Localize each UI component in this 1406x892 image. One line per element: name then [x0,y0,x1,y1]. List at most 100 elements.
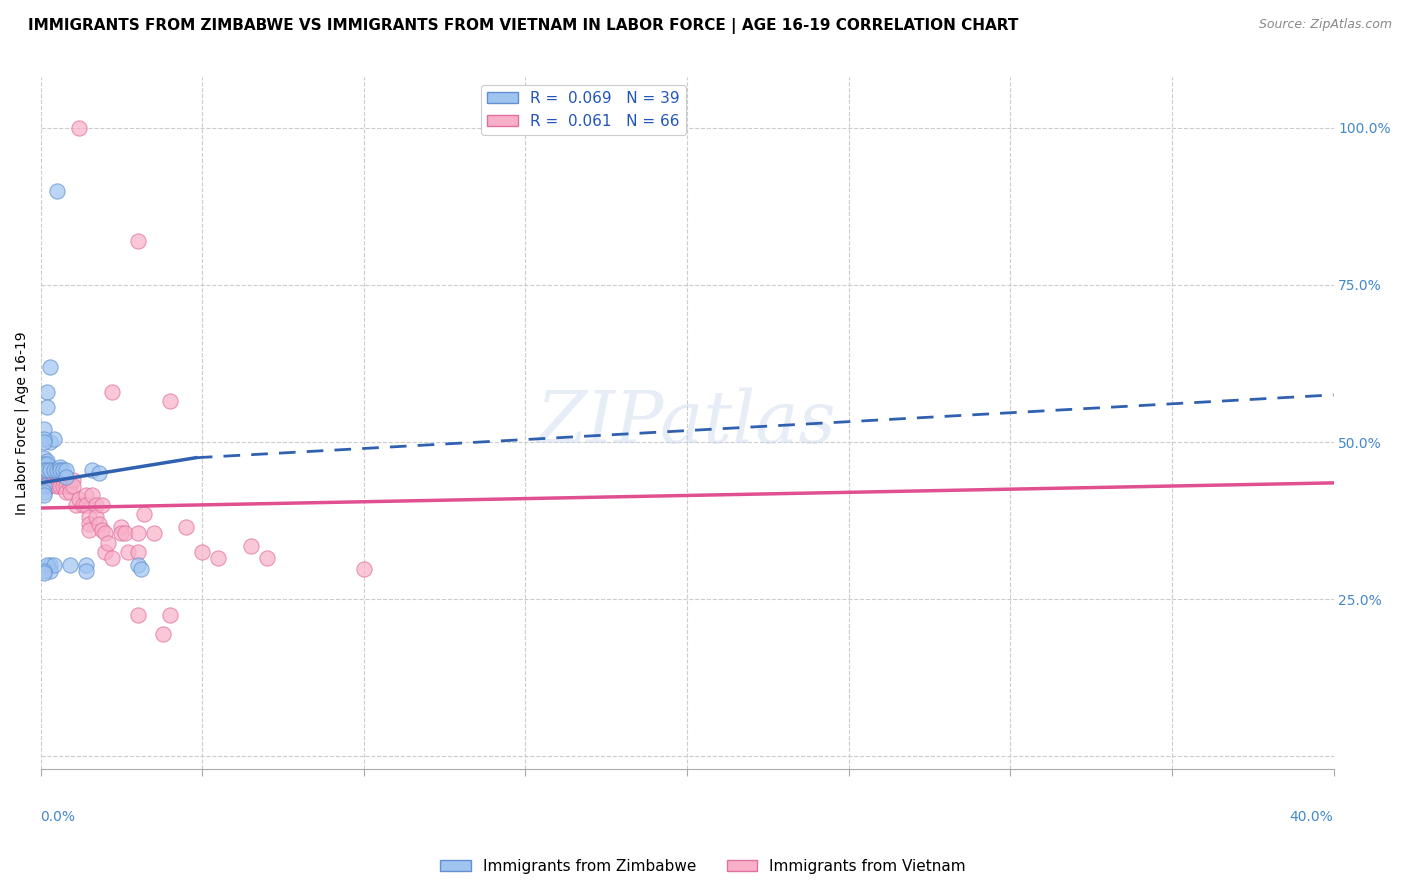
Point [239,539,262,553]
Point [117,545,139,559]
Point [49,473,72,487]
Point [32,488,55,502]
Point [55,479,77,493]
Point [152,626,174,640]
Point [110,526,132,541]
Point [174,520,197,534]
Point [110,520,132,534]
Point [127,607,149,622]
Point [35,475,58,490]
Text: IMMIGRANTS FROM ZIMBABWE VS IMMIGRANTS FROM VIETNAM IN LABOR FORCE | AGE 16-19 C: IMMIGRANTS FROM ZIMBABWE VS IMMIGRANTS F… [28,18,1018,34]
Point [97,535,120,549]
Text: ZIPatlas: ZIPatlas [537,388,837,458]
Point [52,473,75,487]
Point [100,384,122,399]
Point [256,551,278,566]
Point [39,435,62,450]
Point [129,562,152,576]
Point [52,479,75,493]
Point [159,607,181,622]
Point [59,479,82,493]
Point [207,551,229,566]
Text: 0.0%: 0.0% [41,810,76,823]
Point [32,479,55,493]
Point [39,473,62,487]
Point [32,432,55,446]
Point [35,454,58,468]
Point [49,460,72,475]
Point [35,463,58,477]
Point [32,463,55,477]
Point [55,473,77,487]
Point [75,488,97,502]
Point [82,488,104,502]
Point [42,463,65,477]
Point [59,558,82,572]
Point [87,467,110,481]
Point [191,545,214,559]
Point [32,485,55,500]
Point [49,463,72,477]
Point [39,479,62,493]
Point [45,473,67,487]
Point [32,422,55,436]
Point [42,473,65,487]
Point [127,234,149,248]
Point [75,558,97,572]
Point [32,566,55,580]
Point [32,450,55,465]
Point [42,432,65,446]
Point [42,463,65,477]
Point [45,463,67,477]
Point [42,558,65,572]
Point [75,564,97,578]
Point [42,469,65,483]
Point [49,479,72,493]
Point [35,558,58,572]
Point [55,469,77,483]
Point [77,523,100,537]
Point [142,526,165,541]
Point [32,467,55,481]
Point [52,463,75,477]
Point [75,498,97,512]
Point [84,510,107,524]
Point [35,473,58,487]
Point [45,469,67,483]
Point [91,498,114,512]
Point [32,435,55,450]
Point [94,545,117,559]
Point [45,475,67,490]
Point [127,545,149,559]
Point [67,120,90,135]
Point [35,457,58,471]
Point [65,498,87,512]
Point [62,479,84,493]
Point [32,457,55,471]
Point [32,564,55,578]
Point [45,184,67,198]
Legend: R =  0.069   N = 39, R =  0.061   N = 66: R = 0.069 N = 39, R = 0.061 N = 66 [481,85,686,135]
Point [353,562,375,576]
Point [49,463,72,477]
Point [87,516,110,531]
Point [39,463,62,477]
Point [67,491,90,506]
Point [159,394,181,409]
Point [35,384,58,399]
Point [39,564,62,578]
Point [91,523,114,537]
Point [39,463,62,477]
Point [127,526,149,541]
Legend: Immigrants from Zimbabwe, Immigrants from Vietnam: Immigrants from Zimbabwe, Immigrants fro… [434,853,972,880]
Point [84,498,107,512]
Point [127,558,149,572]
Point [82,463,104,477]
Point [59,485,82,500]
Point [35,401,58,415]
Point [62,473,84,487]
Point [100,551,122,566]
Point [45,479,67,493]
Point [39,359,62,374]
Point [132,508,155,522]
